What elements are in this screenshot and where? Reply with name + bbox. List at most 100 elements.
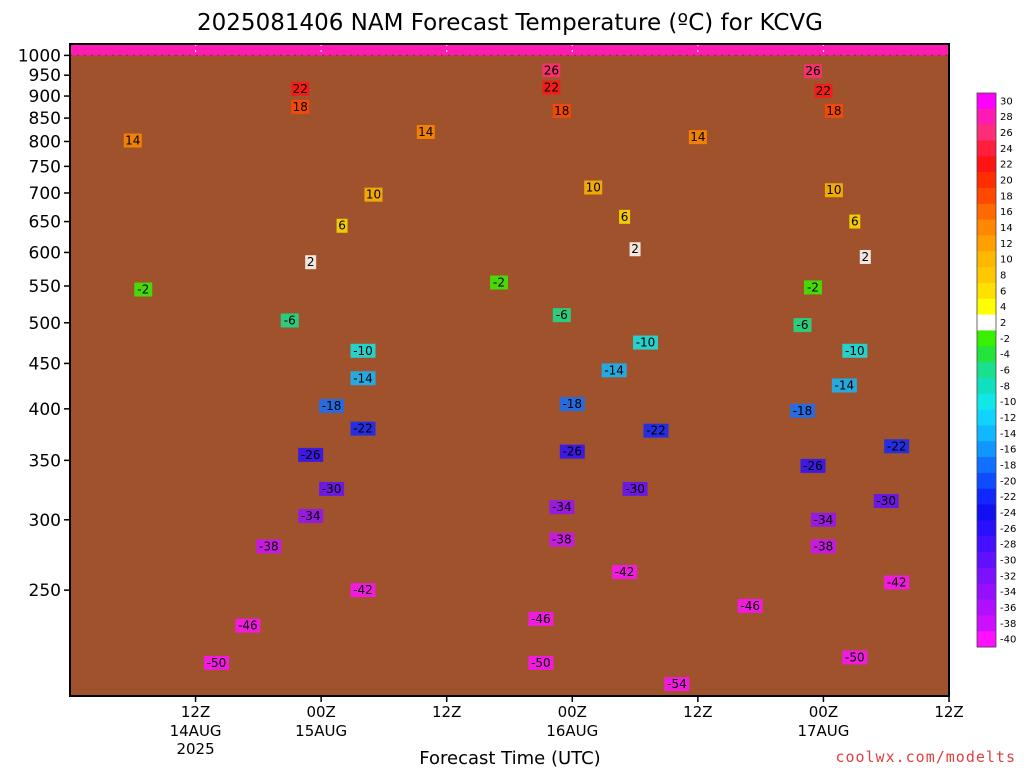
- isotherm-label: -14: [604, 363, 624, 377]
- colorbar-label: 26: [1000, 128, 1013, 139]
- colorbar-label: -6: [1000, 366, 1010, 377]
- colorbar-swatch: [977, 298, 996, 316]
- isotherm-label-bg: [664, 677, 690, 692]
- x-tick-label: 12Z: [432, 703, 461, 721]
- plot-area: -50 -50 -54 -50 -46 -46 -46 -42 -42 -42 -38 -38 -38 -…: [70, 44, 949, 696]
- isotherm-label-bg: [280, 313, 299, 328]
- y-tick-label: 950: [29, 66, 61, 86]
- isotherm-label: -6: [797, 318, 809, 332]
- isotherm-label-bg: [350, 583, 376, 598]
- isotherm-label: -2: [137, 283, 149, 297]
- colorbar-label: 4: [1000, 302, 1006, 313]
- isotherm-label: -54: [667, 677, 687, 691]
- isotherm-label-bg: [549, 500, 575, 515]
- isotherm-label-bg: [629, 242, 641, 257]
- y-tick-label: 850: [29, 109, 61, 129]
- isotherm-label: -18: [322, 399, 342, 413]
- colorbar-swatch: [977, 346, 996, 363]
- isotherm-label-bg: [350, 343, 376, 358]
- isotherm-label: -42: [887, 576, 907, 590]
- y-tick-label: 550: [29, 277, 61, 297]
- isotherm-label-bg: [552, 103, 571, 118]
- y-tick-label: 1000: [18, 46, 61, 66]
- colorbar-label: -36: [1000, 603, 1016, 614]
- colorbar-swatch: [977, 567, 996, 585]
- isotherm-label: -30: [322, 482, 342, 496]
- x-tick-label: 12Z: [934, 703, 963, 721]
- colorbar-label: -20: [1000, 476, 1016, 487]
- colorbar-swatch: [977, 330, 996, 347]
- isotherm-label-bg: [800, 458, 826, 473]
- isotherm-label: -42: [615, 565, 635, 579]
- colorbar-legend: 30 28 26 24 22 20 18 16 14 12 10 8 6 4 2 -2 -4 -6 -8 -10 -12…: [976, 92, 1016, 648]
- isotherm-label: -50: [531, 656, 551, 670]
- x-tick-label: 15AUG: [295, 722, 347, 740]
- isotherm-label: -34: [814, 513, 834, 527]
- x-tick-label: 00Z: [306, 703, 335, 721]
- colorbar-swatch: [977, 552, 996, 569]
- y-tick-label: 800: [29, 132, 61, 152]
- colorbar-label: 14: [1000, 223, 1013, 234]
- colorbar-swatch: [977, 425, 996, 442]
- isotherm-label-bg: [884, 439, 910, 454]
- isotherm-label-bg: [364, 187, 383, 202]
- colorbar-label: 16: [1000, 207, 1013, 218]
- colorbar-label: -4: [1000, 350, 1010, 361]
- x-tick-label: 17AUG: [797, 722, 849, 740]
- isotherm-label: -22: [353, 422, 373, 436]
- isotherm-label: -38: [814, 539, 834, 553]
- isotherm-label-bg: [601, 363, 627, 378]
- colorbar-swatch: [977, 362, 996, 379]
- colorbar-frame: [976, 92, 997, 648]
- colorbar-label: -32: [1000, 571, 1016, 582]
- isotherm-label: -38: [552, 533, 572, 547]
- isotherm-label: -38: [259, 539, 279, 553]
- isotherm-label: -14: [835, 378, 855, 392]
- colorbar-label: -10: [1000, 397, 1016, 408]
- isotherm-label: 22: [544, 81, 559, 95]
- colorbar-label: 22: [1000, 160, 1013, 171]
- isotherm-label-bg: [291, 99, 310, 114]
- isotherm-label-bg: [542, 63, 561, 78]
- isotherm-label-bg: [584, 180, 603, 195]
- colorbar-swatch: [977, 504, 996, 521]
- colorbar-label: 18: [1000, 191, 1013, 202]
- isotherm-label-bg: [416, 124, 435, 139]
- isotherm-label-bg: [859, 249, 871, 264]
- isotherm-label: 14: [690, 130, 705, 144]
- isotherm-label: 6: [851, 215, 859, 229]
- isotherm-label-bg: [814, 83, 833, 98]
- isotherm-label-bg: [803, 280, 822, 295]
- colorbar-swatch: [977, 457, 996, 474]
- isotherm-label-bg: [842, 343, 868, 358]
- colorbar-swatch: [977, 251, 996, 268]
- isotherm-label-bg: [319, 398, 345, 413]
- isotherm-label: -46: [531, 612, 551, 626]
- isotherm-label: 26: [544, 63, 559, 77]
- isotherm-label-bg: [612, 565, 638, 580]
- y-tick-label: 500: [29, 314, 61, 334]
- isotherm-label-bg: [528, 611, 554, 626]
- colorbar-label: 28: [1000, 112, 1013, 123]
- isotherm-label-bg: [622, 481, 648, 496]
- isotherm-label-bg: [688, 130, 707, 145]
- isotherm-label-bg: [842, 650, 868, 665]
- chart-title: 2025081406 NAM Forecast Temperature (ºC)…: [197, 10, 823, 36]
- colorbar-swatch: [977, 631, 996, 648]
- colorbar-label: 2: [1000, 318, 1006, 329]
- colorbar-label: 12: [1000, 239, 1013, 250]
- colorbar-swatch: [977, 235, 996, 252]
- colorbar-label: -16: [1000, 445, 1016, 456]
- isotherm-label: 2: [307, 255, 315, 269]
- y-tick-label: 650: [29, 213, 61, 233]
- colorbar-swatch: [977, 140, 996, 157]
- isotherm-label-bg: [831, 378, 857, 393]
- isotherm-label: -30: [625, 482, 645, 496]
- y-tick-label: 350: [29, 451, 61, 471]
- y-tick-label: 600: [29, 243, 61, 263]
- colorbar-swatch: [977, 172, 996, 189]
- colorbar-label: -38: [1000, 619, 1016, 630]
- isotherm-label-bg: [643, 423, 669, 438]
- isotherm-label: -10: [636, 336, 656, 350]
